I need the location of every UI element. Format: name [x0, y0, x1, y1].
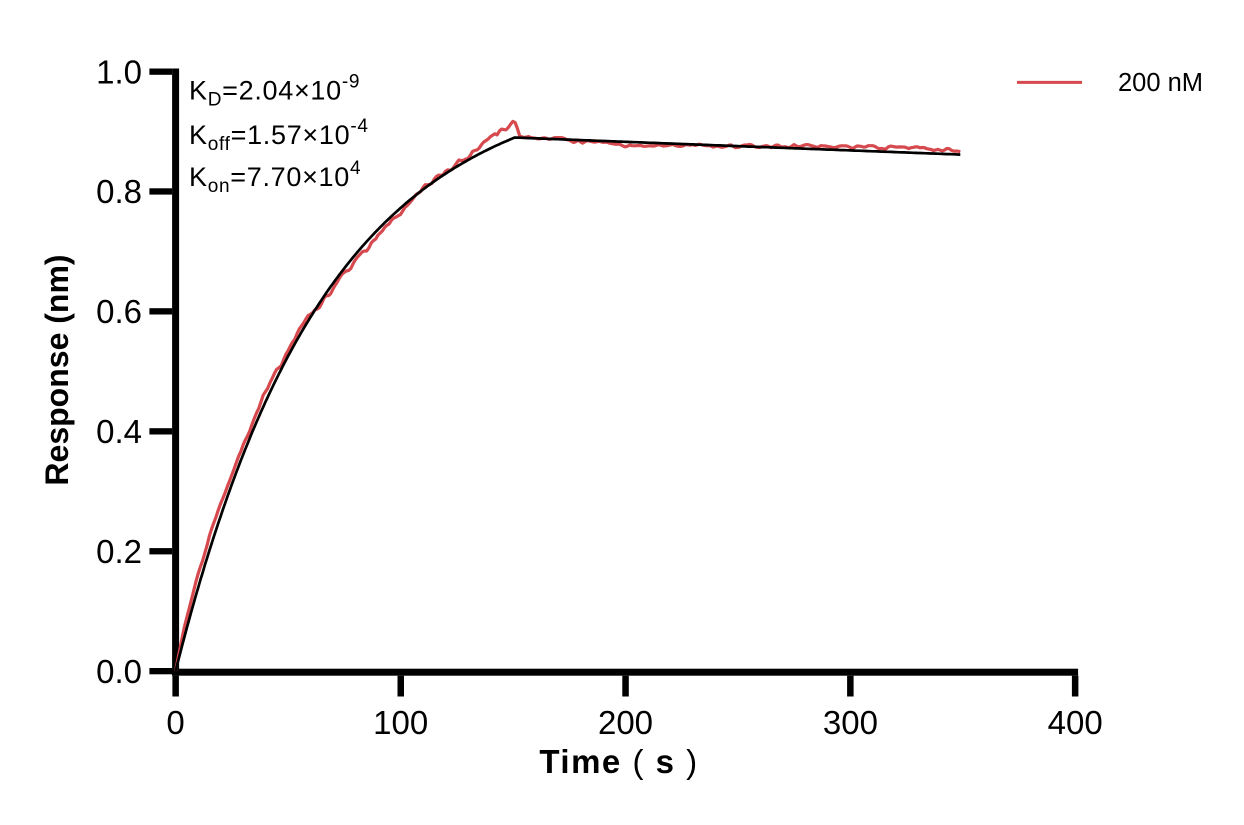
- svg-text:Time ( s ): Time ( s ): [539, 743, 698, 780]
- svg-text:0.0: 0.0: [96, 653, 142, 690]
- svg-text:0: 0: [166, 704, 184, 741]
- svg-text:Kon=7.70×104: Kon=7.70×104: [189, 158, 361, 197]
- svg-text:Response (nm): Response (nm): [39, 254, 75, 485]
- svg-text:300: 300: [823, 704, 878, 741]
- svg-text:200 nM: 200 nM: [1118, 69, 1203, 97]
- svg-text:100: 100: [373, 704, 428, 741]
- svg-text:Koff=1.57×10-4: Koff=1.57×10-4: [189, 116, 369, 155]
- svg-text:KD=2.04×10-9: KD=2.04×10-9: [189, 71, 360, 110]
- svg-text:1.0: 1.0: [96, 53, 142, 90]
- svg-text:0.2: 0.2: [96, 533, 142, 570]
- svg-text:200: 200: [598, 704, 653, 741]
- svg-text:0.8: 0.8: [96, 173, 142, 210]
- svg-text:0.6: 0.6: [96, 293, 142, 330]
- svg-text:0.4: 0.4: [96, 413, 142, 450]
- svg-text:400: 400: [1048, 704, 1103, 741]
